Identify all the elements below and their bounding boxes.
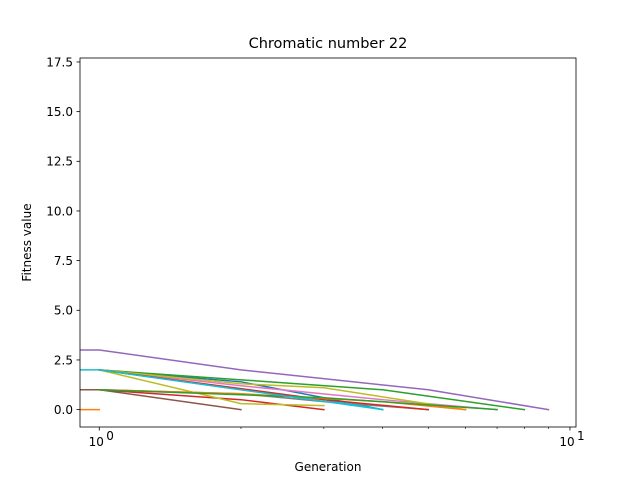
x-tick-exponent: 1 <box>577 429 585 443</box>
series-line-4 <box>98 388 325 411</box>
x-axis-label: Generation <box>295 460 362 474</box>
y-tick-label: 12.5 <box>46 155 73 169</box>
series-layer <box>80 349 550 411</box>
y-tick-label: 17.5 <box>46 55 73 69</box>
ticks-layer: 0.02.55.07.510.012.515.017.510 0 10 1 <box>46 55 584 449</box>
axes-frame <box>79 57 577 428</box>
series-line-9 <box>98 369 467 411</box>
plot-background <box>80 58 576 427</box>
chart-title: Chromatic number 22 <box>249 36 408 52</box>
x-tick-exponent: 0 <box>106 429 114 443</box>
series-line-7 <box>98 369 498 411</box>
plot-area <box>80 58 576 427</box>
y-tick-label: 2.5 <box>54 353 73 367</box>
y-tick-label: 15.0 <box>46 105 73 119</box>
x-tick-label: 10 <box>559 435 574 449</box>
x-tick-label: 10 <box>89 435 104 449</box>
y-tick-label: 0.0 <box>54 403 73 417</box>
y-axis-label: Fitness value <box>20 203 34 281</box>
series-line-5 <box>80 349 550 411</box>
series-line-3 <box>98 369 526 411</box>
y-tick-label: 5.0 <box>54 304 73 318</box>
series-line-14 <box>98 388 498 411</box>
series-line-11 <box>98 368 325 407</box>
y-tick-label: 10.0 <box>46 204 73 218</box>
y-tick-label: 7.5 <box>54 254 73 268</box>
series-line-15 <box>80 369 384 411</box>
